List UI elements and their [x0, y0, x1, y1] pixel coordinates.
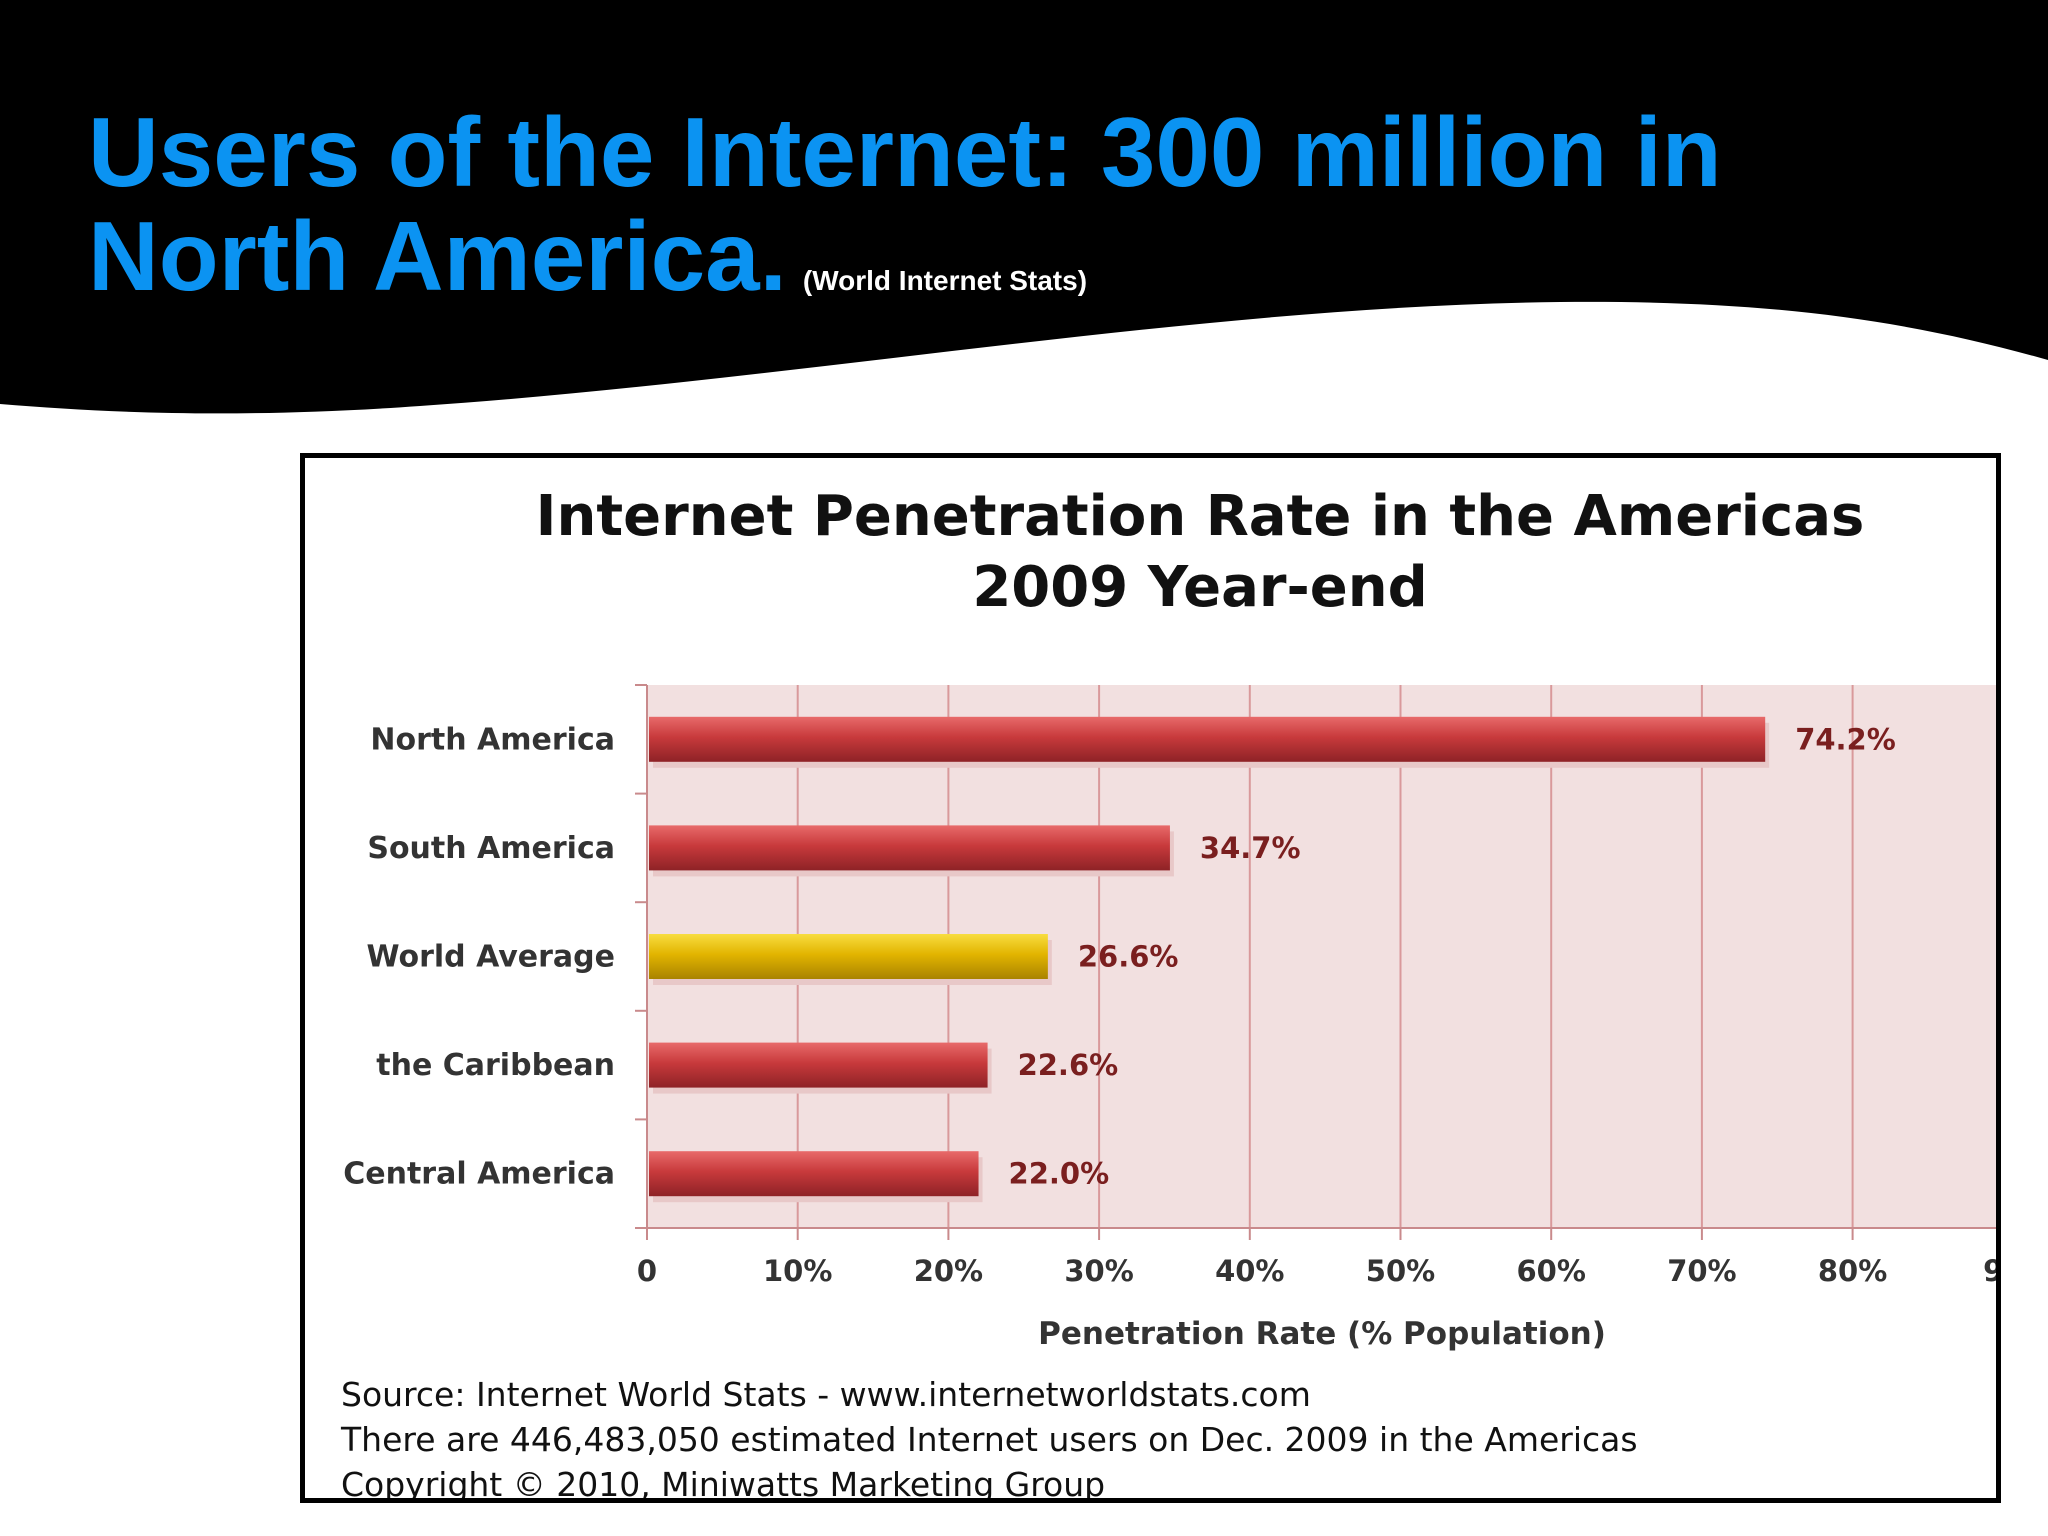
- footer-copyright: Copyright © 2010, Miniwatts Marketing Gr…: [341, 1465, 1105, 1498]
- value-label: 22.6%: [1018, 1048, 1119, 1082]
- category-label: World Average: [366, 940, 615, 975]
- bar: [649, 825, 1170, 871]
- x-tick-label: 90: [1983, 1254, 1996, 1288]
- x-tick-label: 0: [637, 1254, 657, 1288]
- value-label: 26.6%: [1078, 940, 1179, 974]
- category-label: North America: [370, 722, 615, 757]
- category-label: Central America: [343, 1157, 615, 1192]
- bar: [649, 716, 1766, 762]
- x-tick-label: 80%: [1818, 1254, 1887, 1288]
- slide-header-background: [0, 0, 2048, 414]
- x-tick-label: 50%: [1366, 1254, 1435, 1288]
- x-tick-label: 10%: [763, 1254, 832, 1288]
- x-tick-label: 40%: [1215, 1254, 1284, 1288]
- footer-users: There are 446,483,050 estimated Internet…: [340, 1420, 1638, 1459]
- bar: [649, 934, 1048, 979]
- x-tick-label: 60%: [1516, 1254, 1585, 1288]
- slide-title: Users of the Internet: 300 million in No…: [88, 100, 1988, 333]
- bar: [649, 1151, 979, 1197]
- bar: [649, 1042, 988, 1088]
- chart-subtitle: 2009 Year-end: [972, 555, 1427, 620]
- chart-title: Internet Penetration Rate in the America…: [536, 484, 1865, 549]
- category-label: the Caribbean: [376, 1048, 615, 1083]
- value-label: 22.0%: [1009, 1157, 1110, 1191]
- chart-frame: Internet Penetration Rate in the America…: [300, 453, 2001, 1503]
- slide-source-note: (World Internet Stats): [802, 265, 1088, 296]
- x-axis-title: Penetration Rate (% Population): [1038, 1316, 1606, 1352]
- category-label: South America: [367, 831, 615, 866]
- x-tick-label: 70%: [1667, 1254, 1736, 1288]
- penetration-bar-chart: Internet Penetration Rate in the America…: [340, 484, 1996, 1498]
- value-label: 74.2%: [1795, 722, 1896, 756]
- footer-source: Source: Internet World Stats - www.inter…: [341, 1375, 1311, 1414]
- value-label: 34.7%: [1200, 831, 1301, 865]
- x-tick-label: 20%: [914, 1254, 983, 1288]
- slide-title-text: Users of the Internet: 300 million in No…: [88, 97, 1722, 311]
- x-tick-label: 30%: [1064, 1254, 1133, 1288]
